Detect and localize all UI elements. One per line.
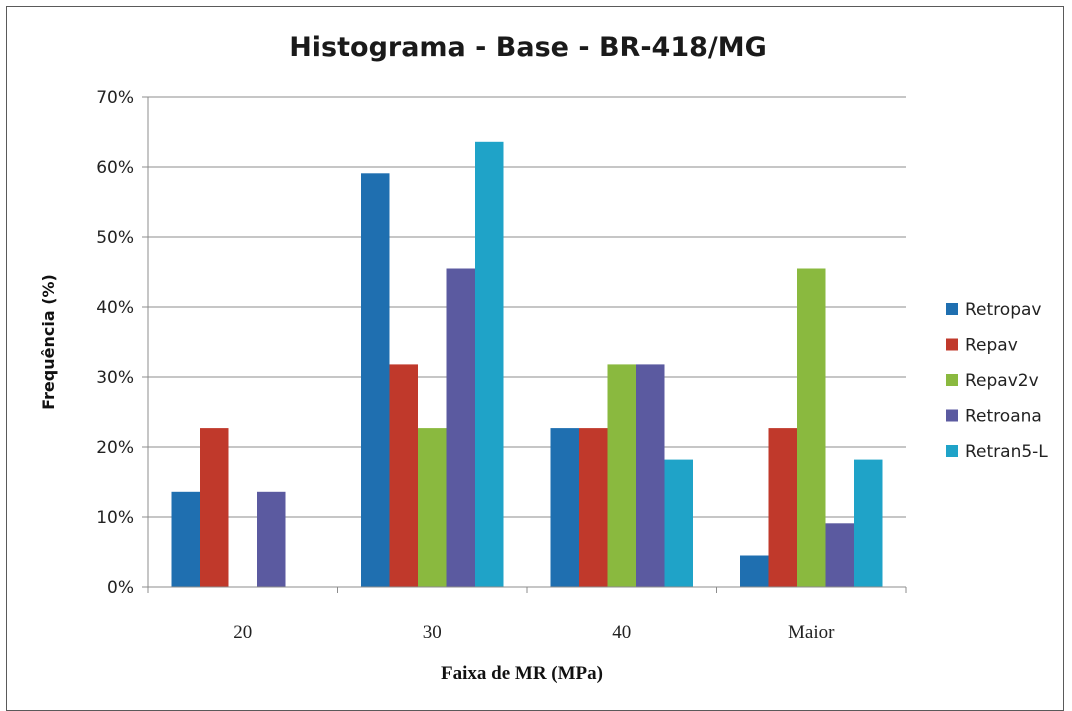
legend-label: Repav2v [965,371,1039,391]
x-axis-ticks: 20 30 40 Maior [147,587,907,643]
legend-swatch [946,338,958,351]
bar-retroana-30 [446,268,475,587]
bars [171,141,883,588]
x-axis-label: Faixa de MR (MPa) [441,663,603,684]
bar-retroana-20 [257,491,286,587]
legend-swatch [946,374,958,386]
y-axis-label: Frequência (%) [39,274,58,410]
bar-retran5-l-40 [664,459,693,587]
bar-retran5-l-maior [854,459,883,587]
y-axis-ticks: 0% 10% 20% 30% 40% 50% 60% 70% [96,88,148,598]
bar-repav2v-maior [797,268,826,587]
y-tick-label: 40% [96,298,134,318]
bar-retroana-maior [825,523,854,587]
bar-retropav-40 [550,428,579,587]
bar-repav-30 [389,364,418,587]
y-tick-label: 30% [96,368,134,388]
y-tick-label: 60% [96,158,134,178]
legend-swatch [946,303,958,315]
y-tick-label: 10% [96,508,134,528]
bar-retropav-20 [171,491,200,587]
legend-label: Retropav [965,300,1041,320]
bar-repav2v-40 [607,364,636,587]
chart-title: Histograma - Base - BR-418/MG [289,32,767,63]
x-tick-label: Maior [788,622,835,643]
bar-retroana-40 [636,364,665,587]
x-tick-label: 30 [423,622,442,643]
y-tick-label: 20% [96,438,134,458]
bar-repav-20 [200,428,229,587]
legend-swatch [946,409,958,422]
bar-retran5-l-30 [475,141,504,588]
bar-retropav-maior [740,555,769,587]
legend-label: Retran5-L [965,442,1048,462]
x-tick-label: 40 [612,622,631,643]
y-tick-label: 50% [96,228,134,248]
chart-frame [6,6,1064,711]
y-tick-label: 70% [96,88,134,108]
bar-repav-40 [579,428,608,587]
legend-label: Repav [965,336,1018,356]
y-tick-label: 0% [107,578,134,598]
bar-repav2v-30 [418,428,447,587]
legend-label: Retroana [965,407,1042,427]
legend-swatch [946,445,958,457]
x-tick-label: 20 [233,622,252,643]
bar-repav-maior [768,428,797,587]
bar-retropav-30 [361,173,390,588]
legend: Retropav Repav Repav2v Retroana Retran5-L [946,300,1048,462]
